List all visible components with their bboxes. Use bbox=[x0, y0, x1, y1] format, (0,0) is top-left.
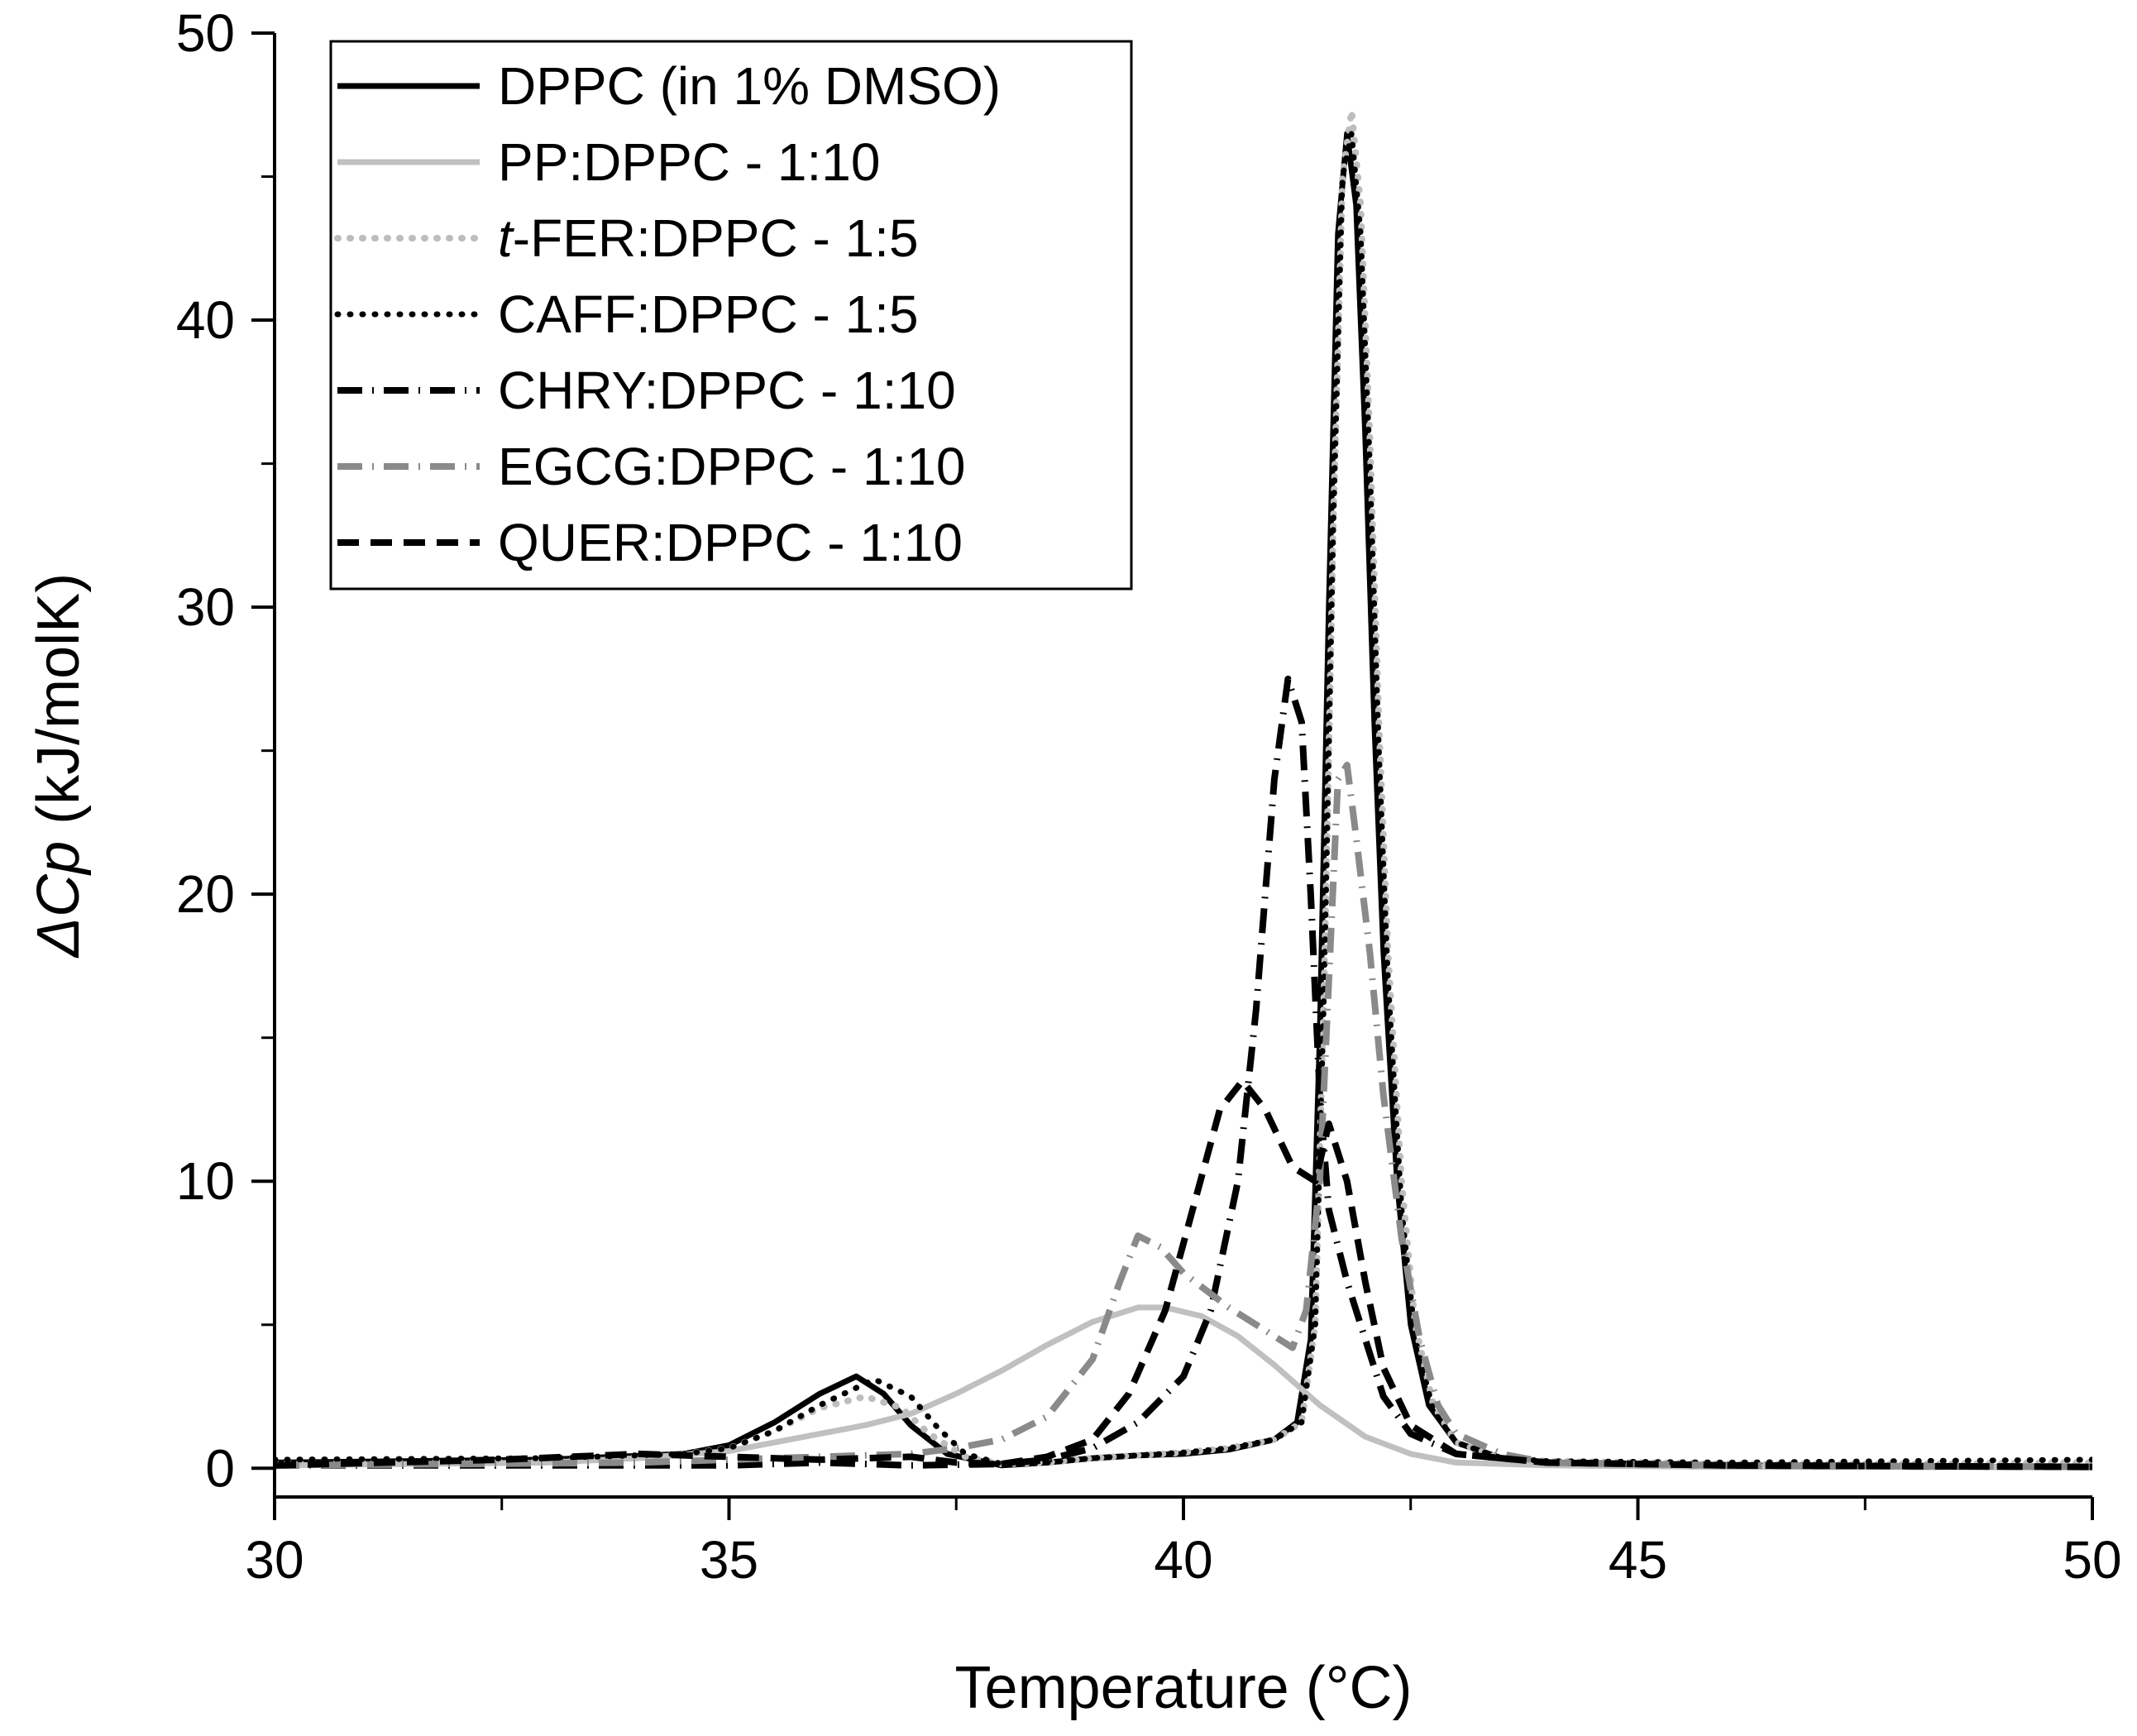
series-line-6 bbox=[275, 1077, 2092, 1471]
x-tick-label: 35 bbox=[700, 1530, 758, 1590]
x-tick-label: 50 bbox=[2063, 1530, 2121, 1590]
y-tick-label: 40 bbox=[176, 290, 235, 350]
legend-label-4: CHRY:DPPC - 1:10 bbox=[498, 361, 956, 420]
series-group bbox=[275, 107, 2092, 1471]
y-axis-title: ΔCp (kJ/molK) bbox=[26, 573, 92, 959]
x-tick-label: 40 bbox=[1154, 1530, 1212, 1590]
series-line-4 bbox=[275, 675, 2092, 1471]
legend-label-italic-part: t bbox=[498, 208, 514, 268]
legend-label-6: QUER:DPPC - 1:10 bbox=[498, 513, 963, 572]
y-tick-label: 20 bbox=[176, 864, 235, 924]
legend-label-5: EGCG:DPPC - 1:10 bbox=[498, 437, 966, 496]
legend-label-3: CAFF:DPPC - 1:5 bbox=[498, 285, 919, 344]
legend-label-1: PP:DPPC - 1:10 bbox=[498, 132, 880, 192]
x-tick-label: 30 bbox=[245, 1530, 304, 1590]
legend-label-2: t-FER:DPPC - 1:5 bbox=[498, 208, 919, 268]
y-tick-label: 30 bbox=[176, 577, 235, 637]
ticks: 30 35 40 45 50 0 10 20 30 40 50 bbox=[176, 3, 2122, 1590]
series-line-1 bbox=[275, 1304, 2092, 1471]
series-line-3 bbox=[275, 131, 2092, 1467]
y-axis-title-symbol: ΔCp bbox=[26, 841, 92, 959]
series-line-2 bbox=[275, 107, 2092, 1468]
series-line-5 bbox=[275, 762, 2092, 1471]
x-tick-label: 45 bbox=[1609, 1530, 1667, 1590]
x-axis-title: Temperature (°C) bbox=[955, 1655, 1413, 1721]
legend: DPPC (in 1% DMSO) PP:DPPC - 1:10 t-FER:DPP… bbox=[329, 40, 1133, 591]
legend-label-rest: -FER:DPPC - 1:5 bbox=[513, 208, 919, 268]
y-axis-title-unit: (kJ/molK) bbox=[26, 573, 92, 841]
y-tick-label: 0 bbox=[205, 1438, 235, 1498]
y-tick-label: 50 bbox=[176, 3, 235, 63]
series-line-0 bbox=[275, 131, 2092, 1471]
y-tick-label: 10 bbox=[176, 1151, 235, 1211]
legend-label-0: DPPC (in 1% DMSO) bbox=[498, 56, 1001, 116]
